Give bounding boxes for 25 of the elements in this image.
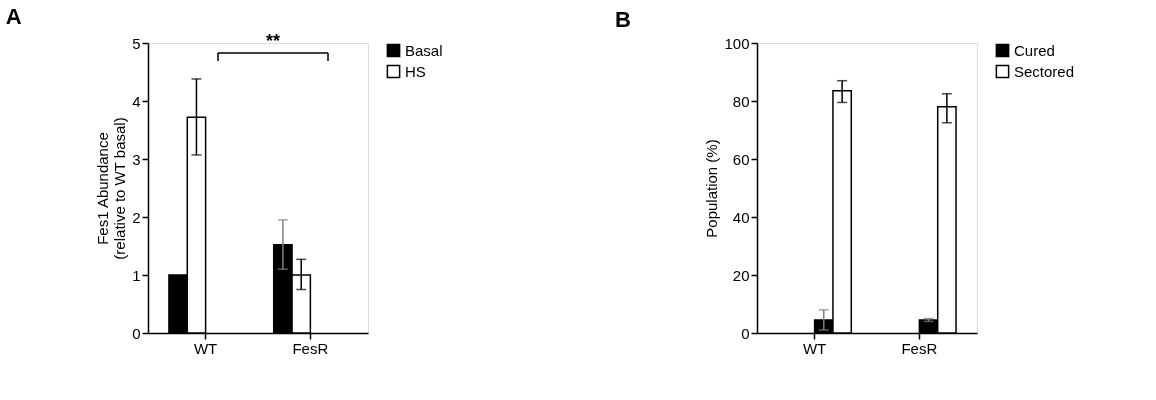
legend-label: Basal (405, 41, 443, 59)
annotation: ** (265, 31, 281, 51)
chart-title: A (5, 4, 22, 29)
y-tick-label: 60 (732, 150, 750, 168)
y-tick-label: 1 (132, 266, 141, 284)
y-axis-title: Fes1 Abundance (relative to WT basal) (94, 117, 129, 260)
chart-title: B (614, 7, 631, 32)
y-tick-label: 80 (732, 92, 750, 110)
y-tick-label: 40 (732, 208, 750, 226)
legend-label: Cured (1014, 41, 1055, 59)
y-tick-label: 20 (732, 266, 750, 284)
y-tick-label: 3 (132, 150, 141, 168)
y-tick-label: 100 (724, 34, 750, 52)
y-tick-label: 2 (132, 208, 141, 226)
y-tick-label: 5 (132, 34, 141, 52)
x-tick-label: WT (802, 339, 827, 357)
legend-label: HS (405, 62, 426, 80)
y-tick-label: 0 (741, 324, 750, 342)
x-tick-label: FesR (292, 339, 329, 357)
x-tick-label: WT (193, 339, 218, 357)
legend-label: Sectored (1014, 62, 1075, 80)
y-tick-label: 0 (132, 324, 141, 342)
y-axis-title: Population (%) (703, 139, 721, 238)
x-tick-label: FesR (901, 339, 938, 357)
y-tick-label: 4 (132, 92, 141, 110)
